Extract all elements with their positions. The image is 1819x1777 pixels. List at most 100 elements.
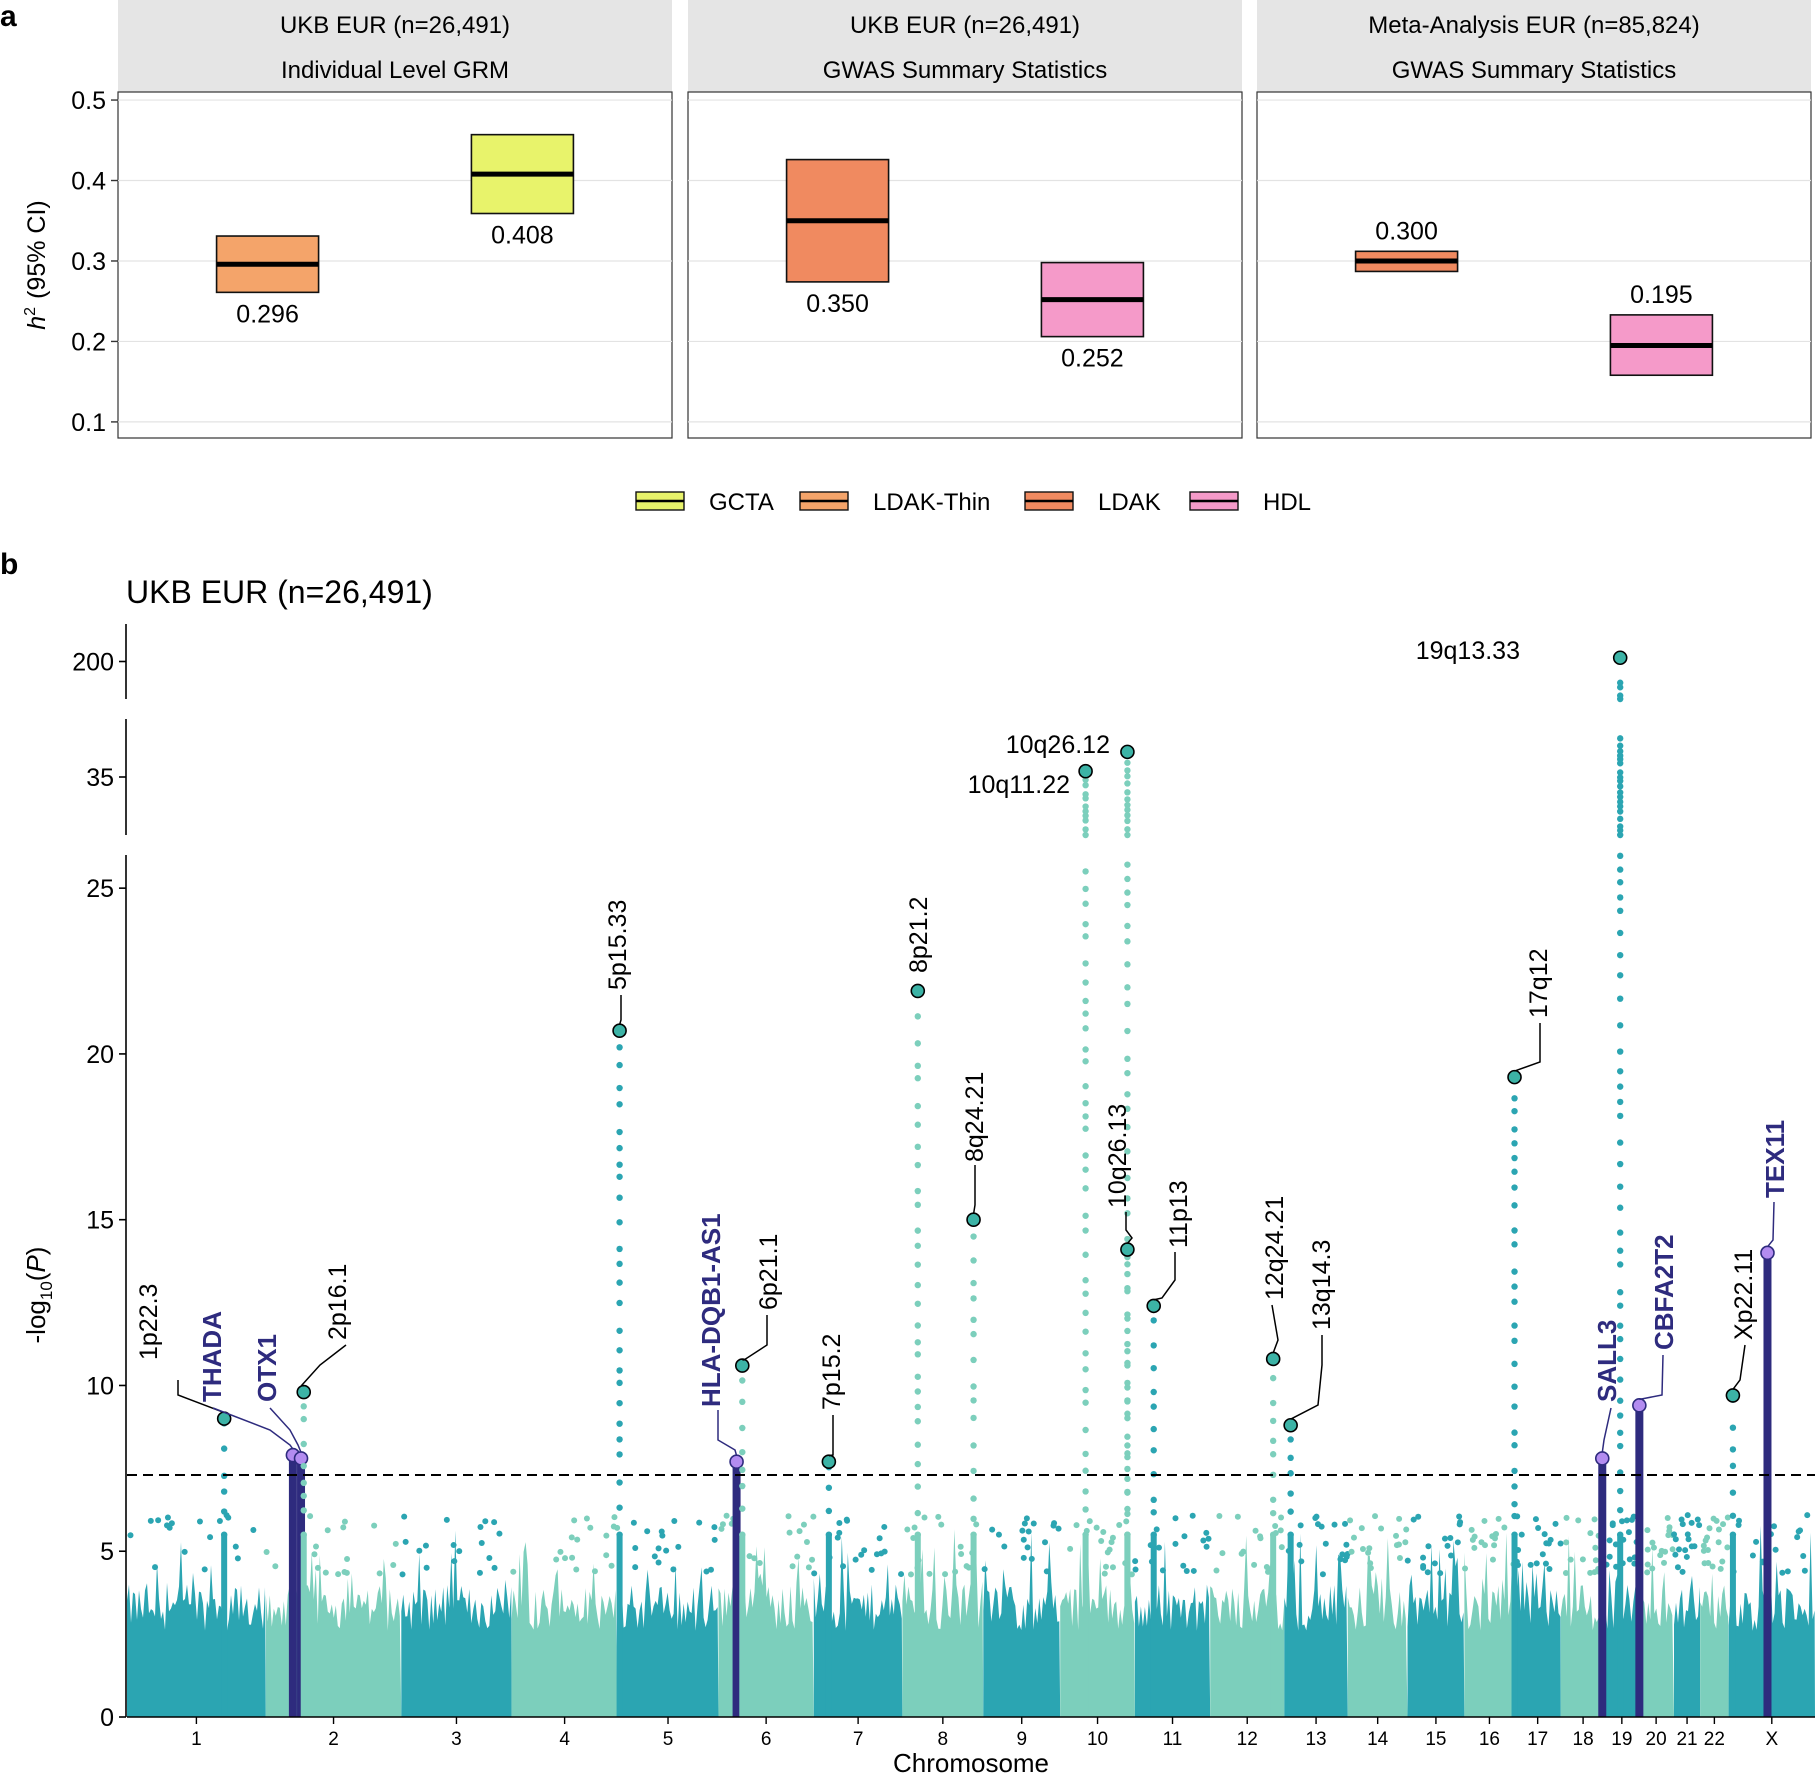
b-xtick-label: 15 (1425, 1729, 1446, 1750)
snp-point (220, 1445, 228, 1452)
b-ytick-label: 20 (86, 1041, 114, 1069)
snp-point (1347, 1517, 1354, 1524)
snp-point (1437, 1570, 1444, 1577)
snp-point (450, 1542, 457, 1549)
locus-label-10q26.13: 10q26.13 (1104, 1104, 1132, 1208)
snp-point (926, 1570, 933, 1577)
lead-snp-17q12 (1507, 1069, 1522, 1085)
snp-point (718, 1525, 725, 1532)
snp-point (616, 1194, 623, 1201)
snp-point (1278, 1544, 1285, 1551)
snp-point (603, 1532, 610, 1539)
snp-point (1736, 1517, 1743, 1524)
b-xtick-label: 11 (1163, 1729, 1183, 1750)
snp-point (1616, 692, 1624, 699)
lead-snp-hla-dqb1-as1 (729, 1454, 744, 1470)
snp-point (232, 1543, 239, 1550)
snp-point (1234, 1513, 1241, 1520)
snp-point (1772, 1546, 1779, 1553)
chrom-7-density (813, 1536, 903, 1717)
snp-point (1700, 1542, 1707, 1549)
snp-point (1616, 1355, 1624, 1363)
crossbar-label: 0.252 (1061, 345, 1124, 373)
snp-point (1318, 1523, 1325, 1530)
snp-point (1025, 1528, 1032, 1535)
facet-3: Meta-Analysis EUR (n=85,824) GWAS Summary… (1256, 0, 1812, 439)
snp-point (1616, 1139, 1624, 1146)
snp-point (1616, 1247, 1624, 1254)
snp-point (914, 1161, 921, 1169)
b-xtick-label: X (1765, 1729, 1778, 1750)
snp-point (1591, 1516, 1598, 1523)
snp-point (591, 1568, 598, 1575)
locus-column (1150, 1534, 1157, 1717)
snp-point (1491, 1533, 1498, 1540)
panel-b-letter: b (0, 548, 18, 581)
snp-point (1269, 1437, 1277, 1445)
snp-point (914, 1242, 921, 1249)
snp-point (1042, 1539, 1049, 1546)
snp-point (1050, 1522, 1057, 1529)
snp-point (1587, 1530, 1594, 1537)
b-xtick-label: 9 (1016, 1729, 1027, 1750)
snp-point (655, 1559, 662, 1566)
snp-point (970, 1495, 977, 1502)
snp-point (1124, 1027, 1131, 1035)
locus-label-tex11: TEX11 (1760, 1120, 1790, 1198)
snp-point (1082, 920, 1089, 928)
snp-point (1729, 1512, 1737, 1519)
snp-point (1082, 1488, 1089, 1495)
legend-label: HDL (1263, 489, 1311, 516)
lead-snp-11p13 (1146, 1298, 1162, 1314)
snp-point (616, 1245, 623, 1253)
snp-point (1366, 1545, 1373, 1552)
legend-label: LDAK (1098, 489, 1161, 516)
locus-label-leader (1271, 1304, 1279, 1354)
snp-point (1616, 951, 1624, 959)
snp-point (1616, 1160, 1624, 1168)
snp-point (970, 1356, 977, 1364)
snp-point (1150, 1447, 1157, 1454)
b-ytick-label: 0 (100, 1704, 114, 1732)
snp-point (1672, 1536, 1679, 1543)
snp-point (1181, 1533, 1188, 1540)
snp-point (376, 1570, 383, 1577)
snp-point (1213, 1567, 1220, 1574)
snp-point (344, 1555, 351, 1562)
facet-panel (687, 91, 1243, 439)
snp-point (1082, 826, 1089, 833)
snp-point (616, 1299, 623, 1307)
snp-point (644, 1528, 651, 1535)
snp-point (1124, 1069, 1131, 1077)
snp-point (1753, 1538, 1760, 1545)
snp-point (1287, 1531, 1294, 1538)
snp-point (1456, 1513, 1463, 1520)
snp-point (1124, 1148, 1131, 1155)
snp-point (970, 1295, 977, 1302)
snp-point (1082, 1152, 1089, 1159)
snp-point (1685, 1536, 1692, 1543)
snp-point (1287, 1454, 1294, 1462)
snp-point (1616, 803, 1624, 810)
snp-point (1082, 1251, 1089, 1258)
snp-point (587, 1524, 594, 1531)
locus-label-12q24.21: 12q24.21 (1261, 1196, 1289, 1300)
b-ytick-label: 35 (86, 764, 114, 792)
snp-point (1491, 1542, 1498, 1549)
snp-point (1511, 1154, 1518, 1162)
snp-point (836, 1519, 843, 1526)
facet-strip-line2: GWAS Summary Statistics (823, 57, 1107, 84)
snp-point (476, 1569, 483, 1576)
snp-point (220, 1531, 228, 1538)
snp-point (1337, 1556, 1344, 1563)
snp-point (1511, 1383, 1518, 1390)
snp-point (1109, 1564, 1116, 1571)
snp-point (739, 1377, 746, 1384)
snp-point (825, 1531, 833, 1538)
chrom-22-density (1700, 1573, 1729, 1717)
chrom-21-density (1674, 1575, 1701, 1717)
chrom-1-density (127, 1542, 266, 1717)
snp-point (1343, 1541, 1350, 1548)
snp-point (881, 1523, 888, 1530)
snp-point (970, 1515, 977, 1523)
